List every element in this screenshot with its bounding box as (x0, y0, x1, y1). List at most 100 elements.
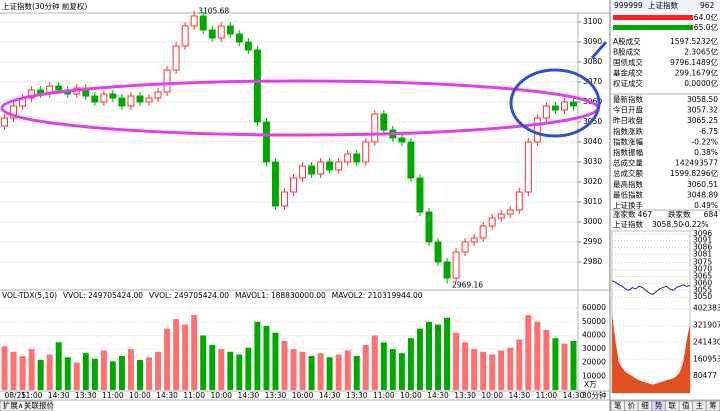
candle-body (10, 105, 18, 119)
volume-bar (570, 340, 577, 390)
y-tick-label: 3096 (693, 229, 712, 238)
row-label: 指数涨跌 (613, 126, 643, 136)
candle-body (479, 225, 487, 239)
row-label: 指数振幅 (613, 147, 643, 157)
row-label: B股成交 (613, 47, 641, 57)
volume-bar (127, 349, 134, 390)
y-tick-label: 3080 (583, 57, 602, 66)
volume-bar (146, 357, 152, 390)
x-tick-label: 11:00 (21, 391, 43, 400)
row-value: 3060.51 (687, 180, 718, 189)
y-tick-label: 3000 (583, 217, 602, 226)
volume-bar (46, 354, 53, 390)
row-label: 权证成交 (613, 78, 643, 88)
row-label: 上证换手 (613, 200, 643, 210)
candle-body (172, 45, 180, 71)
volume-bar (55, 342, 62, 390)
volume-bar (362, 345, 369, 390)
volume-bar (534, 321, 541, 390)
candle-body (271, 161, 279, 207)
volume-bar (272, 332, 279, 390)
volume-bar (109, 361, 116, 390)
volume-bar (462, 342, 469, 390)
x-tick-label: 13:30 (346, 391, 368, 400)
volume-tick-label: 80477 (693, 371, 717, 380)
y-tick-label: 10000 (582, 371, 606, 380)
y-tick-label: 3090 (583, 37, 602, 46)
breadth: 467 (638, 210, 653, 219)
candle-body (533, 117, 541, 143)
row-value: 0.38% (694, 148, 718, 157)
y-tick-label: 2980 (583, 257, 602, 266)
volume-bar (398, 353, 405, 390)
y-tick-label: 3020 (583, 177, 602, 186)
volume-bar (389, 349, 396, 390)
y-tick-label: 2990 (583, 237, 602, 246)
y-tick-label: 3065 (693, 272, 712, 281)
candle-body (551, 105, 559, 111)
extra: 962 (700, 1, 715, 10)
volume-bar (435, 324, 441, 390)
volume-area (612, 313, 690, 393)
volume-bar (200, 335, 207, 390)
y-tick-label: 3010 (583, 197, 602, 206)
y-tick-label: 50000 (582, 317, 606, 326)
candle-body (461, 241, 469, 253)
bar-label: 64.0亿 (694, 12, 719, 22)
mini-latest: 3058.50 (652, 220, 683, 229)
y-tick-label: 3060 (693, 278, 712, 287)
volume-bar (209, 345, 216, 390)
row-value: 0.0000亿 (684, 78, 718, 88)
row-value: 1597.5232亿 (670, 36, 719, 46)
price-line (611, 280, 691, 296)
x-tick-label: 10:00 (400, 391, 422, 400)
x-tick-label: 11:00 (183, 391, 205, 400)
volume-bar (507, 347, 514, 390)
candle-body (488, 217, 496, 227)
x-tick-label: 10:00 (292, 391, 314, 400)
tab-label: 筹 (709, 400, 717, 410)
x-tick-label: 10:00 (210, 391, 232, 400)
x-tick-label: 10:00 (129, 391, 151, 400)
tab-label: 细 (641, 400, 649, 410)
volume-bar (91, 358, 98, 390)
bottom-tab[interactable] (25, 400, 53, 411)
row-value: -6.75 (699, 127, 719, 136)
candle-body (470, 237, 478, 243)
volume-bar (516, 339, 523, 390)
y-tick-label: 3100 (583, 17, 602, 26)
volume-bar (164, 328, 171, 390)
tab-label: 值 (682, 400, 690, 410)
y-tick-label: 60000 (582, 303, 606, 312)
candle-body (154, 91, 162, 99)
volume-bar (281, 340, 288, 390)
row-label: 今日开盘 (613, 105, 643, 115)
row-value: 1599.8296亿 (670, 168, 719, 178)
bottom-tab-label: 扩展∧ (3, 400, 24, 410)
volume-bar (498, 350, 505, 390)
sell-bar (613, 25, 693, 30)
breadth: 涨家数 (613, 209, 636, 219)
x-tick-label: 11:00 (536, 391, 558, 400)
x-tick-label: 14:30 (238, 391, 260, 400)
period-label: 30分钟 (582, 390, 607, 400)
volume-bar (416, 328, 423, 390)
candle-body (163, 69, 171, 93)
panel-header (611, 0, 720, 11)
x-tick-label: 14:30 (319, 391, 341, 400)
x-tick-label: 14:30 (563, 391, 585, 400)
volume-bar (335, 354, 342, 390)
y-tick-label: 3081 (693, 249, 712, 258)
candle-body (100, 93, 108, 103)
candle-body (190, 15, 198, 27)
volume-bar (489, 354, 496, 390)
volume-bar (371, 335, 378, 390)
y-tick-label: 3030 (583, 157, 602, 166)
volume-bar (73, 362, 80, 390)
volume-bar (552, 338, 559, 390)
volume-bar (236, 354, 243, 390)
legend-entry: MAVOL1: 188830000.00 (235, 291, 326, 300)
